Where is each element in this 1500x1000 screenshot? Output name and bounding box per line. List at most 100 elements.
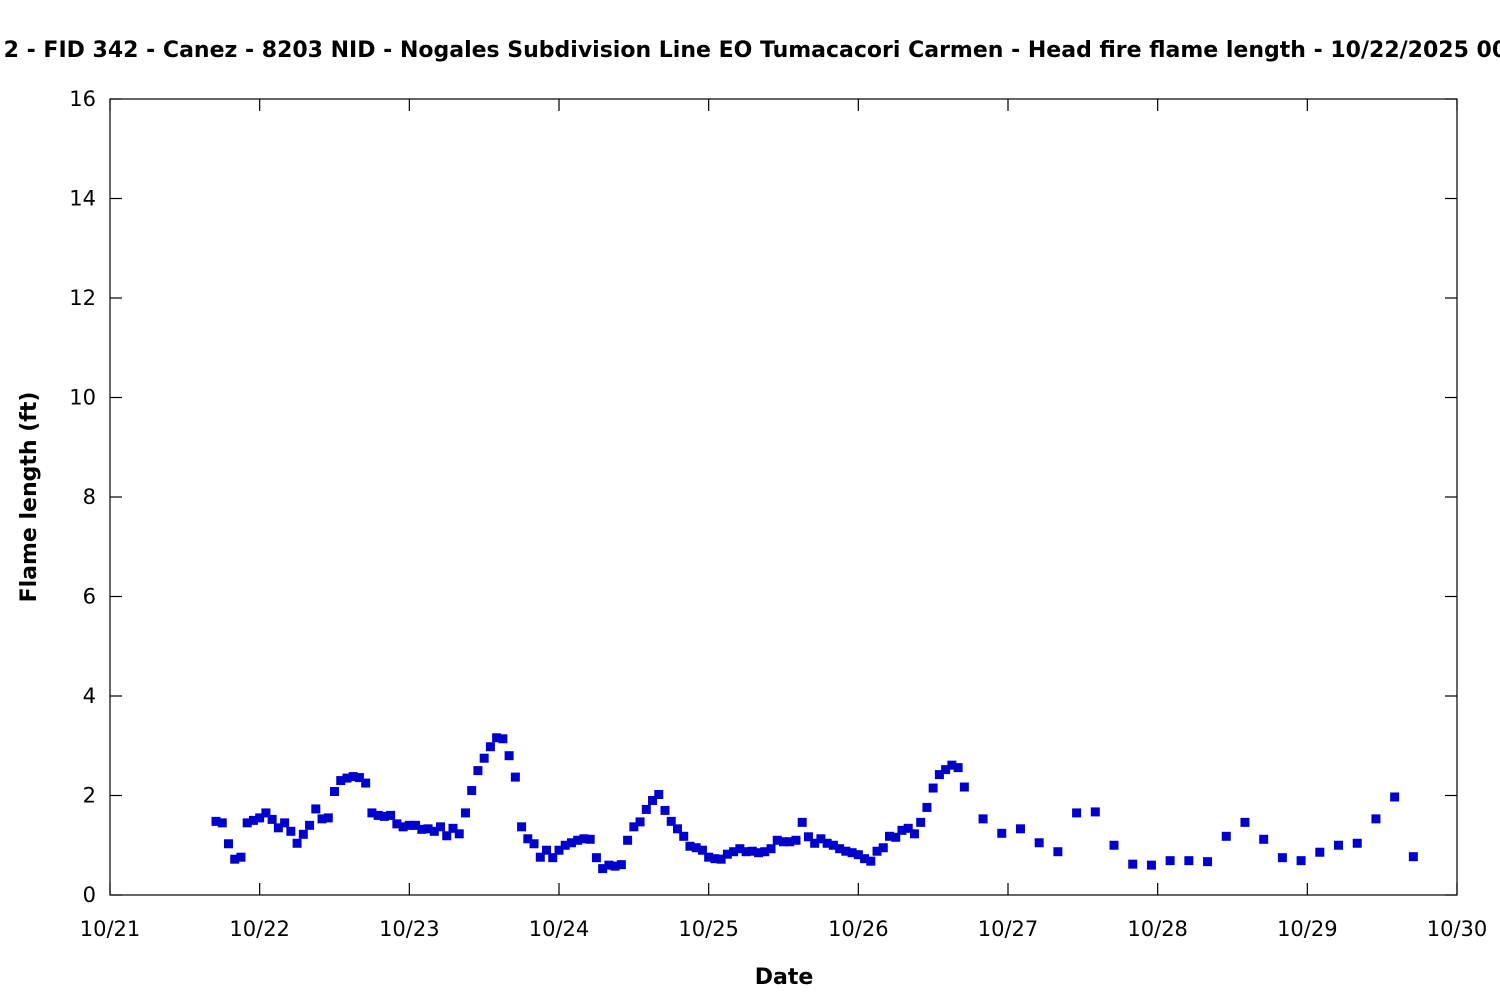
data-point bbox=[822, 838, 832, 848]
data-point bbox=[292, 838, 302, 848]
data-point bbox=[367, 808, 377, 818]
data-point bbox=[903, 823, 913, 833]
data-point bbox=[485, 742, 495, 752]
data-point bbox=[211, 816, 221, 826]
data-point bbox=[679, 831, 689, 841]
data-point bbox=[255, 813, 265, 823]
data-point bbox=[1352, 838, 1362, 848]
data-point bbox=[710, 854, 720, 864]
data-point bbox=[467, 786, 477, 796]
data-point bbox=[672, 824, 682, 834]
x-tick-label: 10/23 bbox=[379, 917, 440, 941]
x-axis-title: Date bbox=[755, 965, 814, 990]
data-point bbox=[959, 782, 969, 792]
axes: 0 2 4 6 8 10 12 14 16 10/21 10/22 10/23 10/24 10/25 10… bbox=[69, 87, 1487, 941]
data-point bbox=[741, 847, 751, 857]
data-point bbox=[417, 824, 427, 834]
x-tick-label: 10/22 bbox=[229, 917, 290, 941]
data-point bbox=[660, 805, 670, 815]
data-point bbox=[623, 835, 633, 845]
data-point bbox=[791, 835, 801, 845]
data-point bbox=[529, 839, 539, 849]
y-tick-label: 16 bbox=[69, 87, 96, 111]
x-tick-label: 10/28 bbox=[1127, 917, 1188, 941]
x-tick-label: 10/30 bbox=[1427, 917, 1488, 941]
data-point bbox=[305, 820, 315, 830]
data-point bbox=[1034, 838, 1044, 848]
data-point bbox=[342, 773, 352, 783]
data-point bbox=[666, 816, 676, 826]
data-point bbox=[311, 804, 321, 814]
data-point bbox=[1315, 847, 1325, 857]
data-point bbox=[354, 773, 364, 783]
data-point bbox=[542, 845, 552, 855]
data-point bbox=[697, 845, 707, 855]
data-point bbox=[1277, 853, 1287, 863]
data-point bbox=[909, 829, 919, 839]
data-point bbox=[591, 853, 601, 863]
data-point bbox=[267, 814, 277, 824]
data-point bbox=[217, 818, 227, 828]
data-point bbox=[317, 814, 327, 824]
data-point bbox=[348, 772, 358, 782]
data-point bbox=[498, 734, 508, 744]
data-point bbox=[1371, 814, 1381, 824]
data-point bbox=[941, 765, 951, 775]
data-point bbox=[1090, 807, 1100, 817]
data-point bbox=[436, 822, 446, 832]
data-point bbox=[766, 844, 776, 854]
data-point bbox=[386, 810, 396, 820]
data-point bbox=[1072, 808, 1082, 818]
data-point bbox=[1221, 831, 1231, 841]
x-tick-label: 10/29 bbox=[1277, 917, 1338, 941]
data-point bbox=[760, 847, 770, 857]
data-point bbox=[797, 817, 807, 827]
data-point bbox=[330, 787, 339, 797]
data-point bbox=[1184, 856, 1194, 866]
data-point bbox=[473, 766, 483, 776]
data-point bbox=[1128, 859, 1138, 869]
data-point bbox=[1146, 860, 1156, 870]
y-tick-label: 6 bbox=[83, 585, 96, 609]
data-point bbox=[1053, 847, 1063, 857]
data-point bbox=[573, 835, 583, 845]
data-point bbox=[691, 843, 701, 853]
chart-title: Tier 2 - FID 342 - Canez - 8203 NID - No… bbox=[0, 38, 1500, 63]
data-point bbox=[492, 733, 502, 743]
data-point bbox=[648, 795, 658, 805]
data-point bbox=[928, 783, 938, 793]
data-point bbox=[754, 848, 764, 858]
data-point bbox=[835, 844, 845, 854]
data-point bbox=[853, 850, 863, 860]
data-point bbox=[747, 846, 757, 856]
data-point bbox=[479, 753, 489, 763]
data-point bbox=[454, 829, 464, 839]
data-point bbox=[1408, 852, 1418, 862]
data-point bbox=[1259, 834, 1269, 844]
data-point bbox=[916, 817, 926, 827]
data-point bbox=[460, 808, 470, 818]
data-point bbox=[866, 856, 876, 866]
data-point bbox=[860, 854, 870, 864]
data-point bbox=[323, 813, 333, 823]
data-point bbox=[816, 834, 826, 844]
data-point bbox=[953, 763, 963, 773]
data-point bbox=[828, 840, 838, 850]
data-point bbox=[598, 864, 608, 874]
data-point bbox=[404, 820, 414, 830]
data-point bbox=[978, 814, 988, 824]
plot-frame bbox=[109, 98, 1458, 896]
x-tick-label: 10/25 bbox=[678, 917, 739, 941]
data-point bbox=[872, 846, 882, 856]
data-point bbox=[785, 837, 795, 847]
data-point bbox=[566, 838, 576, 848]
data-point bbox=[336, 776, 346, 786]
data-point bbox=[616, 860, 626, 870]
data-point bbox=[1109, 840, 1119, 850]
y-tick-label: 2 bbox=[83, 784, 96, 808]
data-points bbox=[211, 733, 1418, 874]
data-point bbox=[847, 848, 857, 858]
data-point bbox=[236, 852, 246, 862]
data-point bbox=[654, 790, 664, 800]
